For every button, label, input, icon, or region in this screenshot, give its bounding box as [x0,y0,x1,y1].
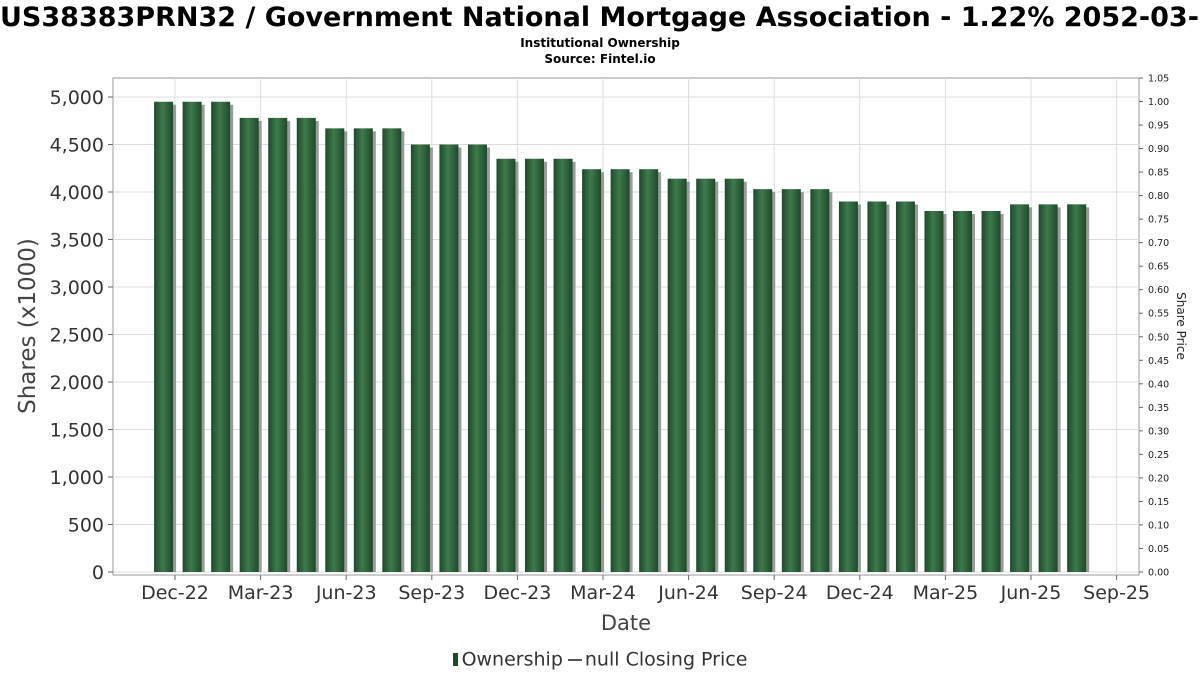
bar [525,158,545,572]
y2-tick-label: 0.45 [1148,356,1169,367]
bar [410,144,430,572]
bar [353,128,373,572]
bar [781,189,801,572]
legend: Ownership null Closing Price [0,648,1200,671]
x-tick-label: Mar-24 [570,582,636,604]
x-tick-label: Jun-24 [657,582,719,604]
legend-ownership-label: Ownership [461,648,563,671]
y2-tick-label: 0.85 [1148,168,1169,179]
bar [753,189,773,572]
bar [610,169,630,572]
bar [895,201,915,572]
bar [325,128,345,572]
y2-tick-label: 0.60 [1148,285,1169,296]
bar [639,169,659,572]
x-tick-label: Sep-25 [1083,582,1150,604]
x-tick-label: Dec-22 [141,582,209,604]
bar [211,101,231,572]
bar [239,117,259,573]
bar [182,101,202,572]
y2-tick-label: 0.65 [1148,262,1169,273]
y2-tick-label: 0.80 [1148,191,1169,202]
bars-group [154,101,1090,573]
y2-tick-label: 0.40 [1148,379,1169,390]
y2-tick-label: 1.05 [1148,74,1169,85]
bar [496,158,516,572]
bar [838,201,858,572]
y-tick-label: 1,500 [50,420,104,442]
x-tick-label: Dec-23 [483,582,551,604]
bar [1067,204,1087,572]
y2-tick-label: 0.70 [1148,238,1169,249]
bar [953,211,973,572]
x-axis-label: Date [601,611,651,635]
bar [467,144,487,572]
y-axis-label: Shares (x1000) [15,238,41,414]
y2-tick-label: 0.95 [1148,121,1169,132]
y2-tick-label: 0.20 [1148,473,1169,484]
y-axis: 0 500 1,000 1,500 2,000 2,500 3,000 3,500 4,000 4… [50,87,113,584]
bar [667,178,687,572]
bar [582,169,602,572]
bar [981,211,1001,572]
bar [1038,204,1058,572]
y-tick-label: 2,000 [50,372,104,394]
y2-tick-label: 0.00 [1148,568,1169,579]
y2-axis-label: Share Price [1174,292,1188,360]
y2-tick-label: 0.25 [1148,450,1169,461]
legend-ownership-swatch [452,653,458,666]
y-tick-label: 4,500 [50,135,104,157]
bar [296,117,316,573]
y2-tick-label: 0.55 [1148,309,1169,320]
bar [154,101,174,572]
x-tick-label: Mar-25 [913,582,979,604]
y2-tick-label: 1.00 [1148,97,1169,108]
y2-tick-label: 0.30 [1148,426,1169,437]
bar [268,117,288,573]
bar [382,128,402,572]
bar [867,201,887,572]
x-axis: Dec-22 Mar-23 Jun-23 Sep-23 Dec-23 Mar-24 Jun-… [141,575,1150,604]
x-tick-label: Jun-23 [315,582,377,604]
chart-subtitle: Institutional Ownership [520,36,680,50]
y-tick-label: 3,000 [50,277,104,299]
y2-tick-label: 0.35 [1148,403,1169,414]
x-tick-label: Mar-23 [228,582,294,604]
y-tick-label: 0 [92,562,104,584]
chart-source: Source: Fintel.io [544,52,656,66]
y-tick-label: 1,000 [50,467,104,489]
y-tick-label: 5,000 [50,87,104,109]
x-tick-label: Sep-23 [398,582,465,604]
y2-tick-label: 0.15 [1148,497,1169,508]
bar [1010,204,1030,572]
y-tick-label: 500 [68,515,104,537]
y2-tick-label: 0.10 [1148,520,1169,531]
bar [553,158,573,572]
x-tick-label: Sep-24 [741,582,808,604]
y-tick-label: 4,000 [50,182,104,204]
y2-tick-label: 0.75 [1148,215,1169,226]
legend-price-line [567,658,582,661]
y2-tick-label: 0.50 [1148,332,1169,343]
bar [810,189,830,572]
y-tick-label: 2,500 [50,325,104,347]
chart-title: US38383PRN32 / Government National Mortg… [0,2,1200,33]
bar [924,211,944,572]
y2-tick-label: 0.05 [1148,544,1169,555]
x-tick-label: Dec-24 [826,582,894,604]
y2-tick-label: 0.90 [1148,144,1169,155]
y2-axis: 0.00 0.05 0.10 0.15 0.20 0.25 0.30 0.35 0.40 0.45… [1139,74,1169,579]
legend-price-label: null Closing Price [584,648,748,671]
x-tick-label: Jun-25 [1000,582,1062,604]
y-tick-label: 3,500 [50,230,104,252]
bar [439,144,459,572]
bar [696,178,716,572]
bar [724,178,744,572]
